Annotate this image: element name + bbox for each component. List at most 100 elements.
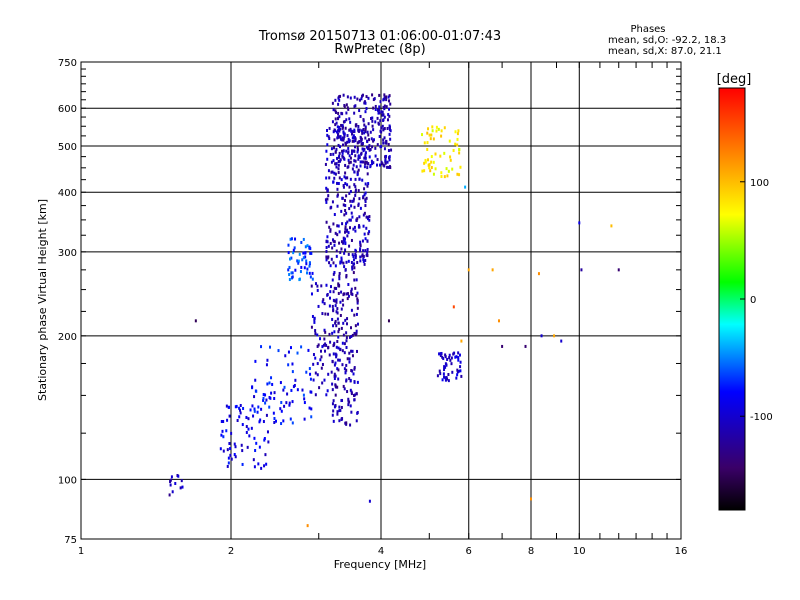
scatter-point: [291, 421, 294, 425]
scatter-point: [371, 124, 374, 128]
scatter-point: [317, 343, 320, 347]
scatter-point: [337, 163, 340, 167]
scatter-point: [443, 375, 446, 379]
scatter-point: [334, 319, 337, 323]
scatter-point: [460, 374, 463, 378]
scatter-point: [265, 413, 268, 417]
scatter-point: [288, 403, 291, 407]
scatter-point: [347, 397, 350, 401]
scatter-point: [326, 157, 329, 161]
scatter-point: [359, 240, 362, 244]
scatter-point: [351, 333, 354, 337]
scatter-point: [277, 349, 280, 353]
scatter-point: [245, 430, 248, 434]
scatter-point: [353, 393, 356, 397]
scatter-point: [361, 178, 364, 182]
scatter-point: [390, 148, 393, 152]
scatter-point: [376, 116, 379, 120]
scatter-point: [366, 215, 369, 219]
scatter-point: [347, 146, 350, 150]
scatter-point: [248, 434, 251, 438]
scatter-point: [328, 126, 331, 130]
scatter-point: [347, 283, 350, 287]
scatter-point: [194, 319, 197, 323]
scatter-point: [309, 275, 312, 279]
scatter-point: [437, 127, 440, 131]
scatter-point: [339, 347, 342, 351]
scatter-point: [345, 103, 348, 107]
scatter-point: [356, 306, 359, 310]
scatter-point: [345, 322, 348, 326]
scatter-point: [345, 222, 348, 226]
scatter-point: [321, 362, 324, 366]
scatter-point: [303, 397, 306, 401]
scatter-point: [377, 111, 380, 115]
scatter-point: [314, 329, 317, 333]
scatter-point: [491, 268, 494, 272]
scatter-point: [364, 198, 367, 202]
scatter-point: [341, 125, 344, 129]
scatter-point: [371, 145, 374, 149]
scatter-point: [304, 251, 307, 255]
scatter-point: [287, 350, 290, 354]
scatter-point: [336, 233, 339, 237]
scatter-point: [431, 129, 434, 133]
scatter-point: [289, 257, 292, 261]
scatter-point: [342, 241, 345, 245]
scatter-point: [335, 121, 338, 125]
scatter-point: [340, 123, 343, 127]
scatter-point: [383, 136, 386, 140]
scatter-point: [344, 204, 347, 208]
scatter-point: [421, 133, 424, 137]
scatter-point: [255, 389, 258, 393]
scatter-point: [380, 110, 383, 114]
colorbar-tick-label: 0: [750, 295, 756, 306]
scatter-point: [341, 222, 344, 226]
scatter-point: [316, 344, 319, 348]
scatter-point: [350, 289, 353, 293]
scatter-point: [239, 403, 242, 407]
scatter-point: [325, 149, 328, 153]
scatter-point: [421, 169, 424, 173]
scatter-point: [337, 125, 340, 129]
scatter-point: [345, 149, 348, 153]
scatter-point: [316, 373, 319, 377]
scatter-point: [265, 462, 268, 466]
scatter-point: [353, 331, 356, 335]
scatter-point: [350, 204, 353, 208]
scatter-point: [330, 170, 333, 174]
scatter-point: [332, 409, 335, 413]
scatter-point: [291, 275, 294, 279]
x-tick-label: 6: [466, 546, 472, 557]
scatter-point: [355, 312, 358, 316]
scatter-point: [344, 126, 347, 130]
scatter-point: [345, 421, 348, 425]
scatter-point: [361, 142, 364, 146]
scatter-point: [331, 360, 334, 364]
scatter-point: [336, 317, 339, 321]
scatter-point: [349, 199, 352, 203]
scatter-point: [339, 135, 342, 139]
scatter-point: [341, 112, 344, 116]
scatter-point: [336, 311, 339, 315]
scatter-point: [354, 188, 357, 192]
scatter-point: [268, 396, 271, 400]
scatter-point: [346, 220, 349, 224]
scatter-point: [372, 139, 375, 143]
scatter-point: [449, 358, 452, 362]
scatter-point: [350, 260, 353, 264]
scatter-point: [241, 449, 244, 453]
x-axis-ticks: 1 2 4 6 8 10 16: [78, 62, 687, 557]
scatter-point: [234, 405, 237, 409]
scatter-point: [350, 287, 353, 291]
scatter-point: [366, 140, 369, 144]
scatter-point: [334, 150, 337, 154]
scatter-point: [343, 132, 346, 136]
scatter-point: [371, 119, 374, 123]
scatter-point: [322, 343, 325, 347]
scatter-point: [331, 238, 334, 242]
scatter-point: [448, 139, 451, 143]
scatter-point: [338, 241, 341, 245]
scatter-point: [368, 148, 371, 152]
scatter-point: [377, 108, 380, 112]
